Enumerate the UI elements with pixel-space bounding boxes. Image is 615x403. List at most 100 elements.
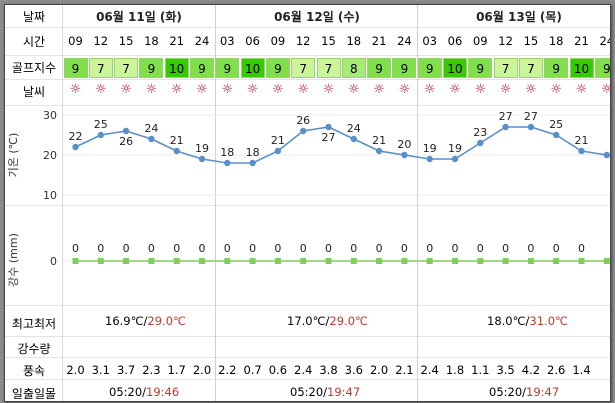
golf-index-cell: 9 bbox=[594, 58, 610, 78]
wind-cell: 2.1 bbox=[395, 363, 414, 377]
precip-data-label: 0 bbox=[300, 242, 307, 255]
label-divider bbox=[62, 5, 63, 401]
temp-data-label: 26 bbox=[296, 114, 310, 127]
hour-cell: 12 bbox=[93, 34, 109, 48]
max-temp: 29.0℃ bbox=[329, 314, 368, 328]
precip-data-label: 0 bbox=[199, 242, 206, 255]
temp-point bbox=[426, 155, 433, 163]
sunrise-time: 05:20 bbox=[109, 385, 143, 399]
hour-cell: 18 bbox=[144, 34, 159, 48]
high-low-value: 16.9℃/29.0℃ bbox=[105, 314, 186, 328]
precip-point bbox=[553, 258, 560, 264]
temp-data-label: 21 bbox=[372, 134, 386, 147]
temp-data-label: 19 bbox=[195, 142, 209, 155]
precip-point bbox=[603, 258, 610, 264]
day-divider bbox=[417, 5, 418, 401]
precip-point bbox=[97, 258, 104, 264]
weather-forecast-table: 날짜 시간 골프지수 날씨 최고최저 강수량 풍속 일출일몰 06월 11일 (화) 06월 12… bbox=[4, 4, 611, 402]
temp-point bbox=[578, 147, 585, 155]
sunrise-sunset-value: 05:20/19:47 bbox=[290, 385, 360, 399]
grid-line bbox=[5, 305, 610, 306]
sunrise-sunset-value: 05:20/19:47 bbox=[489, 385, 559, 399]
wind-cell: 2.3 bbox=[142, 363, 161, 377]
sun-icon: ☼ bbox=[550, 82, 563, 97]
temp-point bbox=[401, 151, 408, 159]
grid-line bbox=[5, 336, 610, 337]
sunset-time: 19:47 bbox=[327, 385, 361, 399]
precip-data-label: 0 bbox=[452, 242, 459, 255]
precip-amount-label: 강수량 bbox=[17, 342, 51, 356]
temp-point bbox=[325, 123, 332, 131]
precip-data-label: 0 bbox=[502, 242, 509, 255]
temp-point bbox=[451, 155, 459, 163]
hour-cell: 09 bbox=[472, 34, 488, 48]
temp-data-label: 25 bbox=[94, 118, 108, 131]
temp-data-label: 22 bbox=[69, 130, 83, 143]
hour-cell: 18 bbox=[346, 34, 362, 48]
temp-data-label: 19 bbox=[448, 142, 462, 155]
temp-point bbox=[603, 151, 610, 159]
wind-cell: 2.0 bbox=[192, 363, 212, 377]
precip-data-label: 0 bbox=[224, 242, 231, 255]
date-header: 06월 13일 (목) bbox=[476, 10, 562, 24]
hour-cell: 03 bbox=[422, 34, 437, 48]
temp-point bbox=[198, 155, 206, 163]
temp-data-label: 23 bbox=[473, 126, 487, 139]
sun-icon: ☼ bbox=[120, 82, 132, 97]
hour-cell: 24 bbox=[599, 34, 610, 48]
sun-icon: ☼ bbox=[272, 82, 284, 97]
golf-index-cell: 9 bbox=[265, 58, 290, 78]
hour-cell: 15 bbox=[523, 34, 539, 48]
temp-data-label: 27 bbox=[499, 110, 513, 123]
high-low-label: 최고최저 bbox=[11, 317, 57, 331]
hour-cell: 09 bbox=[270, 34, 286, 48]
max-temp: 29.0℃ bbox=[147, 314, 186, 328]
separator: / bbox=[525, 314, 530, 328]
golf-index-cell: 7 bbox=[316, 58, 341, 78]
wind-cell: 3.5 bbox=[496, 363, 515, 377]
temp-data-label: 21 bbox=[170, 134, 184, 147]
sun-icon: ☼ bbox=[322, 82, 335, 97]
temp-data-label: 18 bbox=[220, 146, 234, 159]
date-label: 날짜 bbox=[22, 10, 46, 24]
wind-cell: 3.1 bbox=[91, 363, 110, 377]
precip-point bbox=[249, 258, 256, 264]
temp-data-label: 20 bbox=[397, 138, 411, 151]
grid-line bbox=[5, 55, 610, 56]
temp-line bbox=[75, 126, 607, 164]
precip-point bbox=[452, 258, 458, 264]
hour-cell: 09 bbox=[68, 34, 83, 48]
precip-point bbox=[325, 258, 332, 264]
wind-cell: 0.6 bbox=[268, 363, 288, 377]
temp-tick-label: 10 bbox=[43, 189, 57, 202]
golf-index-cell: 7 bbox=[291, 58, 316, 78]
precip-point bbox=[72, 258, 79, 264]
wind-cell: 1.7 bbox=[167, 363, 186, 377]
hour-cell: 24 bbox=[397, 34, 412, 48]
min-temp: 18.0℃ bbox=[487, 314, 526, 328]
sunrise-time: 05:20 bbox=[290, 385, 324, 399]
precip-data-label: 0 bbox=[350, 242, 357, 255]
golf-index-cell: 8 bbox=[341, 58, 366, 78]
grid-line bbox=[5, 27, 610, 28]
precip-data-label: 0 bbox=[173, 242, 180, 255]
golf-index-cell: 10 bbox=[164, 58, 189, 78]
sun-icon: ☼ bbox=[499, 82, 512, 97]
temp-data-label: 24 bbox=[347, 122, 361, 135]
day-divider bbox=[215, 5, 216, 401]
golf-index-cell: 9 bbox=[544, 58, 569, 78]
sun-icon: ☼ bbox=[246, 82, 259, 97]
temp-tick-label: 20 bbox=[43, 149, 57, 162]
date-header: 06월 12일 (수) bbox=[274, 10, 360, 24]
precip-data-label: 0 bbox=[578, 242, 585, 255]
precip-point bbox=[173, 258, 180, 264]
temp-data-label: 21 bbox=[271, 134, 285, 147]
precip-data-label: 0 bbox=[325, 242, 332, 255]
precip-point bbox=[224, 258, 231, 264]
golf-index-cell: 9 bbox=[215, 58, 240, 78]
precip-point bbox=[123, 258, 130, 264]
sun-icon: ☼ bbox=[196, 82, 208, 97]
hour-cell: 15 bbox=[321, 34, 336, 48]
golf-index-label: 골프지수 bbox=[11, 61, 57, 75]
high-low-value: 17.0℃/29.0℃ bbox=[287, 314, 368, 328]
